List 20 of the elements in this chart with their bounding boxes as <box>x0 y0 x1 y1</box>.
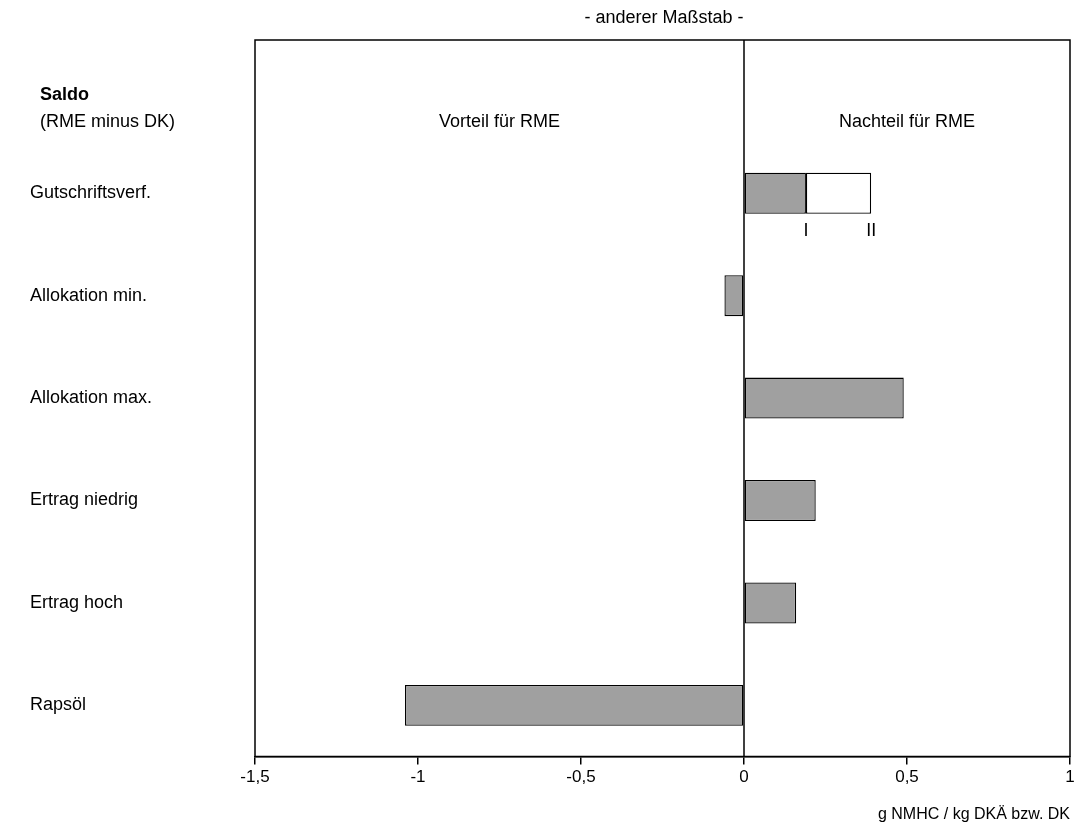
x-tick-label: -0,5 <box>566 767 596 787</box>
y-tick-label: Rapsöl <box>30 694 87 715</box>
y-tick-label: Allokation max. <box>30 387 153 408</box>
x-axis-title: g NMHC / kg DKÄ bzw. DK <box>877 805 1071 823</box>
x-tick-label: -1 <box>410 767 426 787</box>
y-tick-label: Allokation min. <box>30 284 148 305</box>
x-tick-label: -1,5 <box>240 767 270 787</box>
y-tick-label: Ertrag hoch <box>30 591 124 612</box>
x-tick-label: 0,5 <box>895 767 919 787</box>
annotation: I <box>803 220 809 241</box>
text: - anderer Maßstab - <box>584 6 744 27</box>
annotation: II <box>866 220 877 241</box>
text: (RME minus DK) <box>40 110 176 131</box>
y-tick-label: Ertrag niedrig <box>30 489 139 510</box>
x-tick-label: 0 <box>739 767 749 787</box>
text: Vorteil für RME <box>438 110 561 131</box>
y-tick-label: Gutschriftsverf. <box>30 182 152 203</box>
text: Saldo <box>40 83 90 104</box>
x-tick-label: 1 <box>1065 767 1075 787</box>
text: Nachteil für RME <box>838 110 976 131</box>
